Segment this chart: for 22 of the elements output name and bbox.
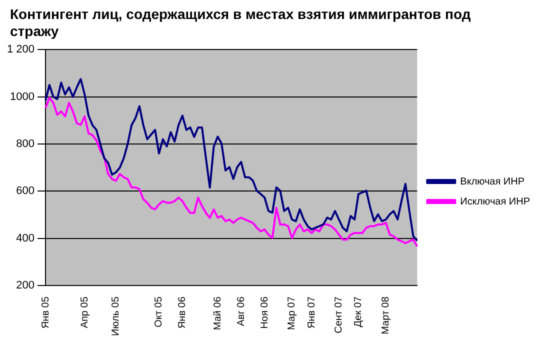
x-tick-label: Ноя 06 (259, 296, 270, 329)
chart-title: Контингент лиц, содержащихся в местах взятия иммигрантов под стражу (9, 5, 472, 40)
x-tick-label: Янв 07 (306, 296, 318, 329)
y-tick-label: 1000 (10, 90, 35, 103)
x-tick-label: Июль 05 (110, 296, 122, 336)
y-tick-label: 400 (16, 232, 35, 244)
x-tick-label: Дек 07 (353, 296, 364, 328)
x-tick-label: Янв 05 (40, 296, 52, 329)
x-tick-label: Янв 06 (177, 296, 188, 329)
x-tick-label: Окт 05 (154, 296, 165, 328)
x-tick-label: Май 06 (212, 296, 224, 330)
x-tick-label: Мар 07 (286, 296, 298, 330)
legend-label: Исключая ИНР (460, 196, 530, 208)
x-tick-label: Апр 05 (79, 296, 90, 328)
x-tick-label: Авг 06 (236, 296, 247, 326)
y-tick-label: 200 (16, 280, 35, 292)
y-tick-label: 1 200 (6, 44, 35, 56)
y-tick-label: 600 (16, 185, 35, 198)
x-tick-label: Сент 07 (334, 296, 345, 334)
legend-label: Включая ИНР (460, 176, 525, 188)
x-tick-label: Март 08 (380, 296, 392, 334)
y-tick-label: 800 (16, 138, 35, 150)
